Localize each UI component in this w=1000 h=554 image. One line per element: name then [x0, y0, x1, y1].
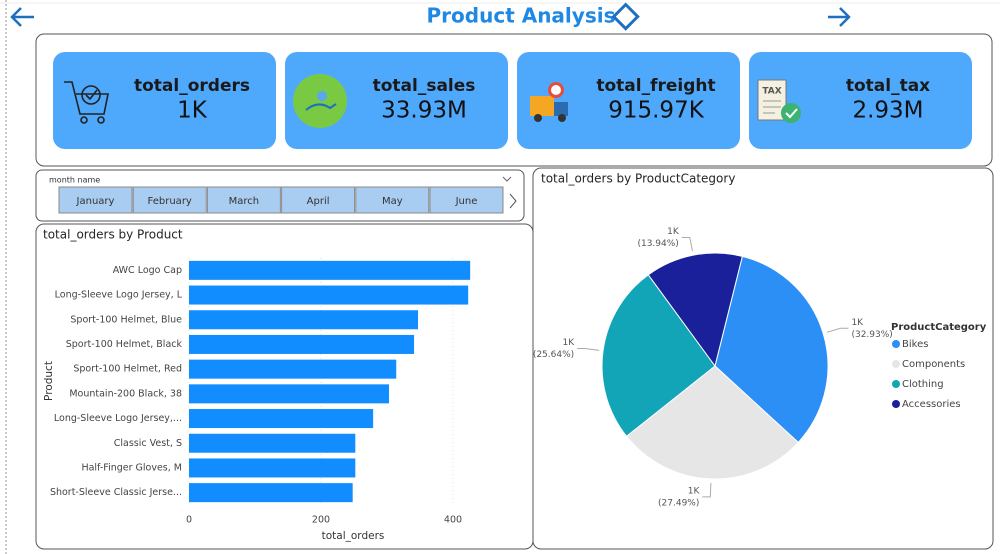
x-axis-title: total_orders	[322, 530, 385, 542]
slicer-button[interactable]	[281, 186, 356, 214]
slicer-label: month name	[49, 176, 100, 185]
kpi-title: total_sales	[373, 76, 476, 96]
legend-label[interactable]: Bikes	[902, 339, 928, 350]
leader-line	[702, 482, 712, 498]
slicer-button[interactable]	[429, 186, 504, 214]
kpi-value: 2.93M	[852, 98, 923, 124]
data-label: (32.93%)	[851, 330, 892, 340]
slicer-item[interactable]: May	[382, 196, 403, 207]
leader-line	[826, 327, 849, 333]
forward-arrow[interactable]	[828, 7, 851, 27]
y-tick-label: Short-Sleeve Classic Jerse...	[50, 487, 182, 498]
legend-label[interactable]: Clothing	[902, 379, 944, 390]
kpi-title: total_orders	[134, 76, 250, 96]
slicer-button[interactable]	[206, 186, 281, 214]
data-label-count: 1K	[851, 318, 864, 328]
kpi-card	[749, 52, 972, 149]
y-tick-label: Long-Sleeve Logo Jersey, L	[55, 290, 183, 301]
bar[interactable]	[189, 310, 419, 330]
kpi-card	[285, 52, 508, 149]
bar[interactable]	[189, 359, 397, 379]
leader-line	[577, 348, 600, 351]
kpi-title: total_tax	[846, 76, 930, 96]
slicer-next[interactable]	[509, 193, 517, 209]
slicer-items: January February March April May June	[58, 186, 504, 214]
slicer-item[interactable]: June	[455, 196, 478, 207]
pie-slice[interactable]	[647, 252, 743, 368]
y-tick-label: Sport-100 Helmet, Black	[66, 339, 183, 350]
bar[interactable]	[189, 285, 469, 305]
cart-icon	[64, 81, 109, 124]
leader-line	[681, 236, 693, 252]
bar[interactable]	[189, 458, 356, 478]
slicer-button[interactable]	[58, 186, 133, 214]
kpi-value: 915.97K	[608, 98, 704, 124]
svg-text:TAX: TAX	[762, 87, 781, 97]
bar[interactable]	[189, 409, 374, 429]
slicer-button[interactable]	[132, 186, 207, 214]
page-title: Product Analysis	[427, 4, 616, 28]
slicer-item[interactable]: April	[307, 196, 330, 207]
pie-slice[interactable]	[601, 274, 716, 438]
legend-marker[interactable]	[892, 380, 900, 388]
bar[interactable]	[189, 483, 353, 503]
legend-label[interactable]: Components	[902, 359, 965, 370]
slicer-button[interactable]	[355, 186, 430, 214]
y-axis-title: Product	[43, 361, 55, 401]
charts: total_orders by Product 0 200 400 AWC Logo C…	[43, 172, 987, 543]
kpi-title: total_freight	[596, 76, 715, 96]
data-label-count: 1K	[563, 338, 576, 348]
legend-marker[interactable]	[892, 400, 900, 408]
y-tick-label: Sport-100 Helmet, Red	[73, 364, 182, 375]
y-tick-label: AWC Logo Cap	[113, 265, 182, 276]
title-icon	[611, 2, 640, 31]
slicer-item[interactable]: February	[148, 196, 192, 207]
y-tick-label: Mountain-200 Black, 38	[69, 388, 182, 399]
pie-slice[interactable]	[714, 255, 829, 444]
data-label: (13.94%)	[637, 239, 678, 249]
y-tick-label: Long-Sleeve Logo Jersey,...	[54, 413, 182, 424]
x-tick-label: 400	[444, 515, 462, 526]
kpi-value: 1K	[177, 98, 208, 124]
bar[interactable]	[189, 433, 356, 453]
x-tick-label: 200	[312, 515, 330, 526]
slicer-dropdown[interactable]	[502, 176, 512, 182]
bar[interactable]	[189, 384, 389, 404]
data-label: (27.49%)	[658, 498, 699, 508]
kpi-value: 33.93M	[381, 98, 467, 124]
x-tick-label: 0	[186, 515, 192, 526]
kpi-card	[53, 52, 276, 149]
y-tick-label: Half-Finger Gloves, M	[81, 462, 182, 473]
data-label: (25.64%)	[533, 350, 574, 360]
back-arrow[interactable]	[10, 7, 34, 27]
data-label-count: 1K	[688, 486, 701, 496]
pie-slice[interactable]	[625, 365, 799, 480]
tax-icon: TAX	[757, 79, 801, 123]
legend-marker[interactable]	[892, 340, 900, 348]
slicer-item[interactable]: March	[229, 196, 259, 207]
legend-marker[interactable]	[892, 360, 900, 368]
freight-icon	[530, 82, 568, 122]
kpi-card	[517, 52, 740, 149]
chart-title: total_orders by Product	[43, 228, 183, 242]
legend-label[interactable]: Accessories	[902, 399, 961, 410]
data-label-count: 1K	[667, 227, 680, 237]
bar[interactable]	[189, 260, 471, 280]
chart-title: total_orders by ProductCategory	[541, 172, 735, 186]
legend-title: ProductCategory	[891, 322, 987, 333]
y-tick-label: Sport-100 Helmet, Blue	[70, 314, 182, 325]
bar[interactable]	[189, 334, 415, 354]
sales-icon	[293, 74, 347, 128]
slicer-item[interactable]: January	[76, 196, 115, 207]
y-tick-label: Classic Vest, S	[114, 438, 182, 449]
